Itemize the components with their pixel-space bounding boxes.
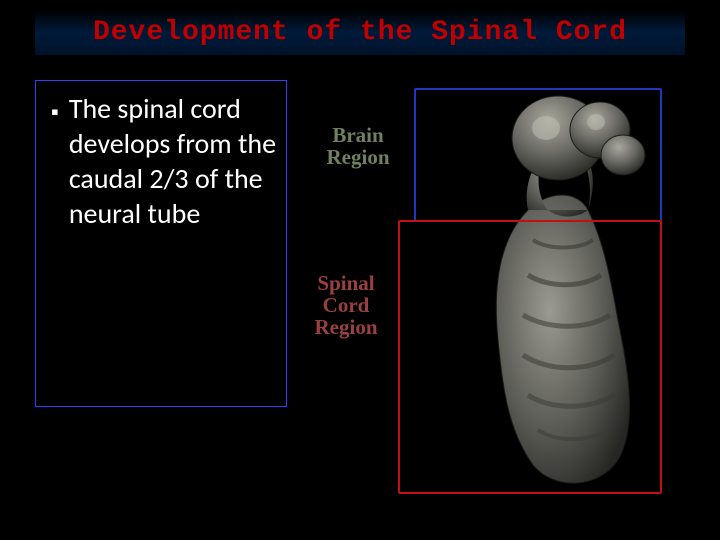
spinal-region-box [398, 220, 662, 494]
bullet-item: ▪ The spinal cord develops from the caud… [51, 91, 276, 231]
bullet-marker-icon: ▪ [51, 99, 59, 125]
brain-label-line2: Region [327, 145, 390, 169]
slide-title: Development of the Spinal Cord [93, 17, 627, 48]
content-box: ▪ The spinal cord develops from the caud… [35, 80, 287, 407]
brain-region-box [414, 88, 662, 222]
spinal-label-line3: Region [315, 315, 378, 339]
spinal-label-line2: Cord [323, 293, 370, 317]
embryo-figure: Brain Region Spinal Cord Region [288, 80, 688, 500]
spinal-region-label: Spinal Cord Region [296, 272, 396, 338]
bullet-text: The spinal cord develops from the caudal… [69, 91, 276, 231]
brain-label-line1: Brain [332, 123, 383, 147]
title-bar: Development of the Spinal Cord [35, 10, 685, 55]
brain-region-label: Brain Region [308, 124, 408, 168]
slide: Development of the Spinal Cord ▪ The spi… [0, 0, 720, 540]
spinal-label-line1: Spinal [317, 271, 374, 295]
